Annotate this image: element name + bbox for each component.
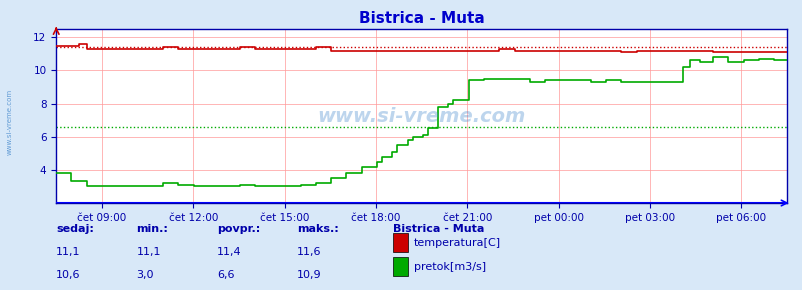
Bar: [393, 233, 407, 252]
Title: Bistrica - Muta: Bistrica - Muta: [358, 11, 484, 26]
Text: 3,0: 3,0: [136, 270, 154, 280]
Text: 11,6: 11,6: [297, 247, 322, 257]
Text: 11,1: 11,1: [136, 247, 161, 257]
Text: 6,6: 6,6: [217, 270, 234, 280]
Text: temperatura[C]: temperatura[C]: [413, 238, 500, 249]
Text: Bistrica - Muta: Bistrica - Muta: [393, 224, 484, 234]
Text: pretok[m3/s]: pretok[m3/s]: [413, 262, 485, 272]
Text: povpr.:: povpr.:: [217, 224, 260, 234]
Text: maks.:: maks.:: [297, 224, 338, 234]
Text: www.si-vreme.com: www.si-vreme.com: [317, 106, 525, 126]
Text: 10,9: 10,9: [297, 270, 322, 280]
Text: 11,1: 11,1: [56, 247, 81, 257]
Text: sedaj:: sedaj:: [56, 224, 94, 234]
Text: min.:: min.:: [136, 224, 168, 234]
Text: www.si-vreme.com: www.si-vreme.com: [6, 89, 13, 155]
Text: 10,6: 10,6: [56, 270, 81, 280]
Text: 11,4: 11,4: [217, 247, 241, 257]
Bar: [393, 257, 407, 275]
